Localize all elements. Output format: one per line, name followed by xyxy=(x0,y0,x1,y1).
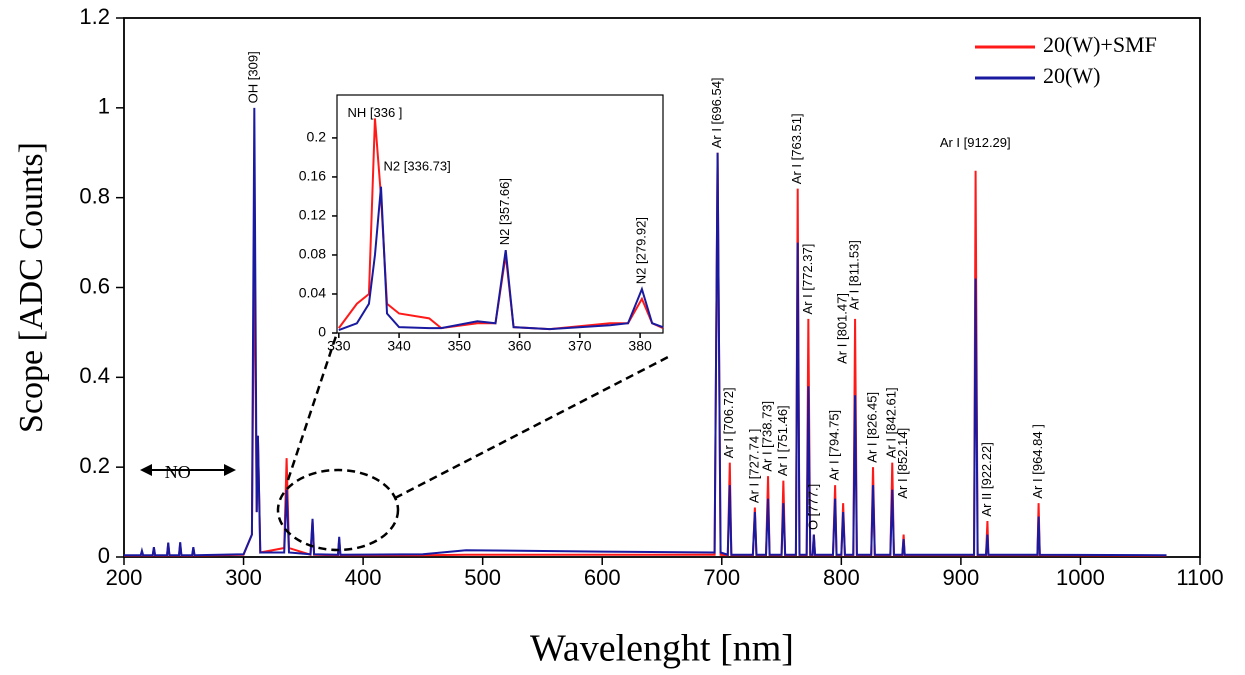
annotation: Ar I [727.74 ] xyxy=(746,429,761,503)
annotation: Ar II [922.22] xyxy=(979,442,994,516)
no-arrow-head xyxy=(140,464,236,476)
x-tick-label: 400 xyxy=(345,565,382,590)
annotation: Ar I [772.37] xyxy=(800,244,815,315)
annotation: Ar I [826.45] xyxy=(864,392,879,463)
annotation: Ar I [912.29] xyxy=(940,135,1011,150)
annotation: Ar I [751.46] xyxy=(775,405,790,476)
x-tick-label: 500 xyxy=(464,565,501,590)
x-tick-label: 600 xyxy=(584,565,621,590)
x-tick-label: 800 xyxy=(823,565,860,590)
annotation: Ar I [738.73] xyxy=(759,401,774,472)
y-tick-label: 0.08 xyxy=(299,246,326,262)
annotation: Ar I [706.72] xyxy=(721,387,736,458)
y-tick-label: 0.2 xyxy=(307,129,327,145)
x-axis-title: Wavelenght [nm] xyxy=(530,628,794,670)
annotation: NH [336 ] xyxy=(348,105,403,120)
x-tick-label: 700 xyxy=(703,565,740,590)
annotation: Ar I [763.51] xyxy=(789,113,804,184)
series-line xyxy=(338,186,664,332)
y-tick-label: 0.2 xyxy=(79,453,110,478)
annotation: NO xyxy=(165,462,191,482)
x-tick-label: 900 xyxy=(943,565,980,590)
y-tick-label: 0 xyxy=(98,543,110,568)
y-tick-label: 0 xyxy=(318,324,326,340)
y-tick-label: 0.8 xyxy=(79,183,110,208)
x-tick-label: 300 xyxy=(225,565,262,590)
annotation: Ar I [852.14] xyxy=(895,428,910,499)
annotation: Ar I [842.61] xyxy=(884,387,899,458)
annotation: Ar I [811.53] xyxy=(847,240,862,310)
y-tick-label: 1.2 xyxy=(79,4,110,29)
x-tick-label: 370 xyxy=(568,338,592,354)
x-tick-label: 380 xyxy=(628,338,652,354)
y-tick-label: 0.04 xyxy=(299,285,326,301)
y-axis-title: Scope [ADC Counts] xyxy=(13,142,50,433)
y-tick-label: 0.4 xyxy=(79,363,110,388)
annotation: Ar I [794.75] xyxy=(827,410,842,481)
annotation: N2 [279.92] xyxy=(633,217,648,284)
annotation: Ar I [696.54] xyxy=(709,77,724,148)
annotation: N2 [357.66] xyxy=(497,178,512,245)
legend-label: 20(W)+SMF xyxy=(1043,32,1157,57)
annotation: N2 [336.73] xyxy=(384,159,451,174)
annotation: O [777.] xyxy=(805,484,820,530)
annotation: Ar I [964.84 ] xyxy=(1030,424,1045,498)
series-line xyxy=(124,107,1167,557)
annotation: OH [309] xyxy=(246,51,261,103)
y-tick-label: 0.12 xyxy=(299,207,326,223)
y-tick-label: 1 xyxy=(98,94,110,119)
legend-label: 20(W) xyxy=(1043,63,1100,88)
x-tick-label: 200 xyxy=(106,565,143,590)
x-tick-label: 1000 xyxy=(1056,565,1105,590)
x-tick-label: 350 xyxy=(448,338,472,354)
annotation: Ar I [801.47] xyxy=(835,293,850,364)
y-tick-label: 0.16 xyxy=(299,168,326,184)
y-tick-label: 0.6 xyxy=(79,273,110,298)
x-tick-label: 360 xyxy=(508,338,532,354)
x-tick-label: 1100 xyxy=(1176,565,1223,590)
zoom-ellipse xyxy=(276,468,400,552)
x-tick-label: 340 xyxy=(387,338,411,354)
